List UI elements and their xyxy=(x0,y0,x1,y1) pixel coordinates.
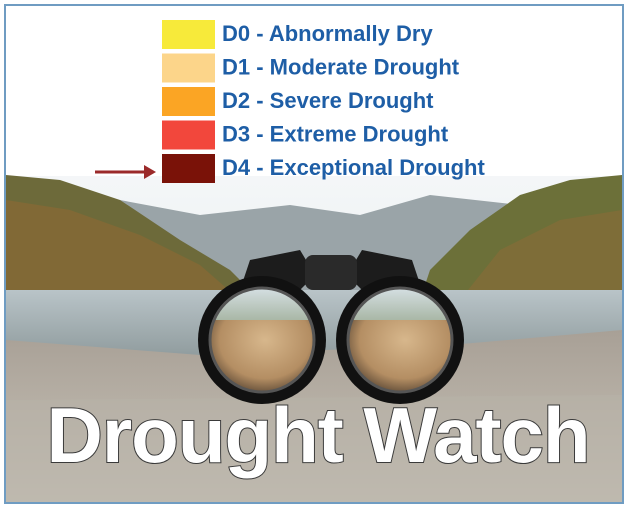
title: Drought Watch xyxy=(46,391,589,479)
legend-swatch xyxy=(162,87,215,116)
legend-label: D1 - Moderate Drought xyxy=(222,54,460,79)
legend-swatch xyxy=(162,54,215,83)
legend-swatch xyxy=(162,20,215,49)
legend-swatch xyxy=(162,154,215,183)
legend-label: D0 - Abnormally Dry xyxy=(222,21,433,46)
poster: D0 - Abnormally Dry D1 - Moderate Drought… xyxy=(0,0,628,508)
legend-label: D4 - Exceptional Drought xyxy=(222,155,485,180)
legend-label: D3 - Extreme Drought xyxy=(222,121,449,146)
legend-label: D2 - Severe Drought xyxy=(222,88,434,113)
legend-swatch xyxy=(162,121,215,150)
